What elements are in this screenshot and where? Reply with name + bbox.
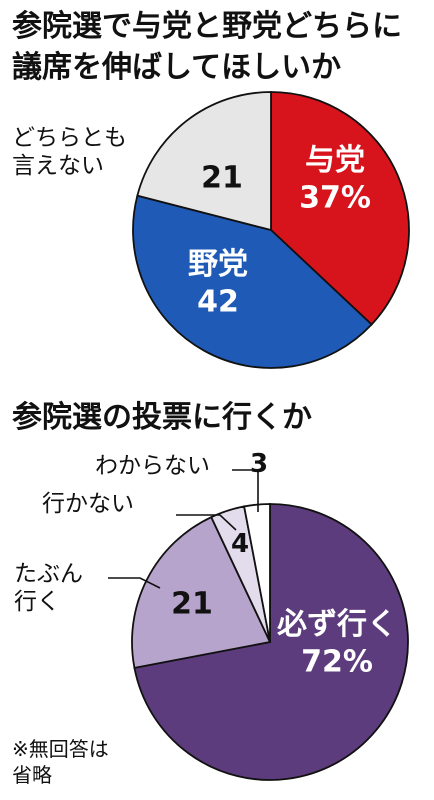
- chart1-slice-1-value: 37%: [299, 180, 371, 215]
- chart1-callout-neither-line-1: どちらとも: [12, 125, 127, 151]
- chart2-slice-1: [133, 503, 409, 781]
- chart2-slice-1-label: 必ず行く: [277, 607, 397, 642]
- chart2-slice-4: [243, 503, 271, 643]
- chart1-slice-3: [136, 91, 272, 232]
- chart2-callout-probably-line-1: たぶん: [14, 561, 83, 587]
- chart2-callout-probably-line-2: 行く: [14, 589, 60, 615]
- chart1-title: 参院選で与党と野党どちらに 議席を伸ばしてほしいか: [12, 6, 402, 88]
- chart1-callout-neither-line-2: 言えない: [12, 153, 104, 179]
- chart2-callout-unknown: わからない: [95, 452, 210, 480]
- chart2-leader-not-going: [176, 514, 237, 531]
- chart1-title-line-1: 参院選で与党と野党どちらに: [12, 9, 402, 44]
- chart2-callout-probably: たぶん 行く: [14, 560, 83, 616]
- footnote: ※無回答は 省略: [12, 736, 109, 788]
- chart2-slice-2-value: 21: [171, 587, 213, 622]
- chart2-title: 参院選の投票に行くか: [12, 400, 312, 435]
- chart2-slice-2: [131, 515, 272, 669]
- chart1-slice-2: [132, 194, 373, 369]
- chart2-callout-unknown-label: わからない: [95, 453, 210, 479]
- chart1-slice-2-label: 野党: [188, 247, 248, 282]
- chart2-callout-not-going: 行かない: [42, 490, 134, 518]
- chart1-title-line-2: 議席を伸ばしてほしいか: [12, 50, 342, 85]
- chart2-slice-1-value: 72%: [301, 644, 373, 679]
- footnote-line-1: ※無回答は: [12, 737, 109, 761]
- chart2-leader-probably: [108, 577, 161, 589]
- chart2-slice-3-value: 4: [231, 529, 249, 559]
- chart2-callout-unknown-value: 3: [250, 449, 269, 479]
- footnote-line-2: 省略: [12, 763, 52, 787]
- chart2-leader-unknown: [232, 469, 259, 512]
- chart2-callout-not-going-label: 行かない: [42, 491, 134, 517]
- chart1-slice-1-label: 与党: [305, 143, 365, 178]
- chart1-slice-1: [270, 91, 410, 326]
- chart1-slice-3-value: 21: [201, 161, 243, 196]
- chart1-slice-2-value: 42: [197, 284, 239, 319]
- chart1-callout-neither: どちらとも 言えない: [12, 124, 127, 180]
